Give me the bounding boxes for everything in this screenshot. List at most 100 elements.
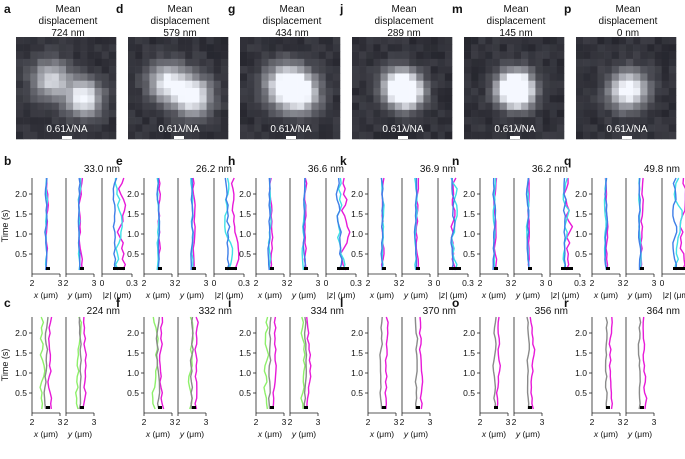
scale-bar [606,267,610,270]
y-tick-label: 1.0 [351,229,363,239]
x-tick-label: 2 [254,417,259,427]
displacement-value: 724 nm [51,28,84,39]
scale-bar [398,136,408,139]
trajectory-plot: 2 3y (μm) [624,316,657,439]
trajectory-plot: 0.5 1.0 1.5 2.0 2 3x (μm) [575,177,623,300]
scale-bar [192,406,196,409]
x-tick-label: 2 [624,417,629,427]
y-tick-label: 1.5 [127,209,139,219]
trajectory-plot: 0 0.3 |z| (μm) [324,177,362,300]
precision-value: 224 nm [87,306,120,317]
panel-letter: g [228,2,235,16]
trajectory-plot: 2 3y (μm) [288,316,321,439]
trajectory-blue [562,177,567,271]
y-tick-label: 1.0 [463,229,475,239]
y-axis-title: Time (s) [0,210,10,243]
scale-bar [62,136,72,139]
image-title-line1: Mean [503,4,528,15]
trajectory-plot: 2 3y (μm) [288,177,321,300]
y-tick-label: 1.5 [239,348,251,358]
trajectory-blue [267,177,271,271]
microscopy-image [576,37,677,140]
scale-bar [494,406,498,409]
image-title-line1: Mean [279,4,304,15]
y-tick-label: 0.5 [127,249,139,259]
x-tick-label: 0 [548,278,553,288]
trajectory-magenta [82,316,87,410]
trajectory-plot: 2 3y (μm) [400,177,433,300]
scale-bar [561,267,573,270]
scale-bar [416,406,420,409]
x-axis-label: |z| (μm) [215,290,244,300]
y-tick-label: 0.5 [463,249,475,259]
y-tick-label: 0.5 [575,388,587,398]
x-axis-label: y (μm) [627,429,652,439]
precision-value: 370 nm [423,306,456,317]
y-tick-label: 1.5 [463,209,475,219]
trajectory-blue [156,177,161,271]
trajectory-blue [638,177,642,270]
microscopy-image [464,37,565,140]
x-axis-label: y (μm) [67,290,92,300]
trajectory-gray [155,316,161,410]
x-axis-label: |z| (μm) [439,290,468,300]
trajectory-gray [189,316,194,410]
panel-letter: f [116,296,121,310]
x-tick-label: 0.3 [574,278,586,288]
displacement-value: 145 nm [499,28,532,39]
x-axis-label: x (μm) [33,290,58,300]
x-tick-label: 3 [618,278,623,288]
x-tick-label: 2 [590,278,595,288]
trajectory-cyan [673,177,683,271]
y-tick-label: 1.5 [575,348,587,358]
x-axis-label: y (μm) [67,429,92,439]
y-tick-label: 1.0 [15,229,27,239]
x-tick-label: 3 [282,278,287,288]
y-tick-label: 1.0 [127,229,139,239]
precision-value: 26.2 nm [196,164,232,175]
panel-letter: a [4,2,11,16]
microscopy-image [240,37,341,140]
x-axis-label: x (μm) [593,429,618,439]
x-tick-label: 0 [212,278,217,288]
scale-bar [113,267,125,270]
x-tick-label: 2 [366,278,371,288]
y-tick-label: 0.5 [15,249,27,259]
trajectory-magenta [158,316,165,410]
y-tick-label: 1.5 [351,348,363,358]
trajectory-plot: 2 3y (μm) [400,316,433,439]
x-tick-label: 2 [400,417,405,427]
x-tick-label: 3 [540,278,545,288]
trajectory-blue [380,177,384,271]
x-tick-label: 0.3 [462,278,474,288]
x-tick-label: 2 [590,417,595,427]
x-tick-label: 3 [58,278,63,288]
x-tick-label: 2 [30,278,35,288]
y-tick-label: 2.0 [239,328,251,338]
scale-bar [304,267,308,270]
trajectory-plot: 2 3y (μm) [176,316,209,439]
trajectory-plot: 2 3y (μm) [512,316,545,439]
trajectory-blue [604,177,609,271]
trajectory-magenta [642,316,648,410]
trajectory-blue [112,177,118,271]
trajectory-gray [78,316,82,410]
x-axis-label: x (μm) [257,290,282,300]
scale-bar [622,136,632,139]
precision-value: 36.2 nm [532,164,568,175]
trajectory-cyan [114,177,123,271]
precision-value: 332 nm [199,306,232,317]
precision-value: 49.8 nm [644,164,680,175]
trajectory-magenta [608,316,613,410]
y-tick-label: 1.0 [15,368,27,378]
x-tick-label: 3 [170,417,175,427]
x-tick-label: 2 [400,278,405,288]
y-tick-label: 0.5 [15,388,27,398]
x-tick-label: 0 [436,278,441,288]
scale-bar [158,267,162,270]
trajectory-blue [302,177,306,271]
x-axis-label: x (μm) [257,429,282,439]
